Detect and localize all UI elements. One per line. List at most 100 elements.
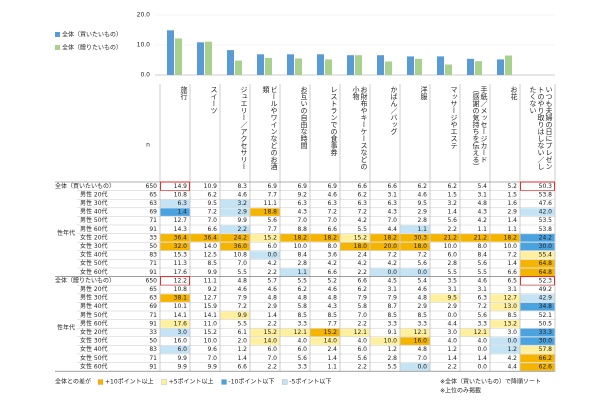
legend-swatch xyxy=(221,379,227,385)
row-label: 女性 30代 xyxy=(80,337,108,345)
cell-value: 5.5 xyxy=(387,363,397,370)
cell-highlight xyxy=(160,345,190,354)
cell-value: 4.6 xyxy=(417,286,427,293)
legend-swatch xyxy=(161,379,167,385)
cell-value: 10.8 xyxy=(174,286,188,293)
cell-value: 1.1 xyxy=(327,363,337,370)
bar xyxy=(257,54,264,75)
bar xyxy=(325,59,332,75)
cell-value: 3.0 xyxy=(447,329,457,336)
row-n: 65 xyxy=(149,286,157,293)
cell-value: 5.5 xyxy=(357,226,367,233)
cell-value: 4.8 xyxy=(477,200,487,207)
cell-value: 20.0 xyxy=(384,243,398,250)
cell-value: 66.2 xyxy=(539,355,553,362)
cell-value: 5.6 xyxy=(477,312,487,319)
cell-value: 1.2 xyxy=(447,346,457,353)
cell-value: 6.6 xyxy=(507,269,517,276)
cell-value: 9.5 xyxy=(447,295,457,302)
cell-value: 52.1 xyxy=(539,312,553,319)
section-label: 全体（買いたいもの） xyxy=(55,182,115,190)
cell-value: 5.5 xyxy=(237,320,247,327)
cell-value: 6.3 xyxy=(327,200,337,207)
cell-highlight xyxy=(220,311,250,320)
cell-highlight xyxy=(400,363,430,371)
row-label: 女性 60代 xyxy=(80,362,108,370)
row-n: 91 xyxy=(149,320,157,327)
cell-value: 53.8 xyxy=(539,226,553,233)
cell-highlight xyxy=(490,302,520,311)
cell-value: 30.0 xyxy=(539,243,553,250)
cell-highlight xyxy=(490,294,520,302)
cell-value: 6.0 xyxy=(177,346,187,353)
bar xyxy=(437,56,444,75)
cell-value: 0.0 xyxy=(477,346,487,353)
cell-value: 6.1 xyxy=(237,329,247,336)
cell-value: 10.8 xyxy=(174,191,188,198)
cell-value: 11.3 xyxy=(174,260,188,267)
cell-highlight xyxy=(250,251,280,259)
column-header: お花 xyxy=(510,86,518,100)
cell-value: 2.8 xyxy=(387,355,397,362)
column-header: お財布やキーケースなどの小物 xyxy=(352,86,368,170)
cell-value: 1.4 xyxy=(477,355,487,362)
cell-value: 2.2 xyxy=(267,269,277,276)
cell-highlight xyxy=(430,294,460,302)
cell-value: 1.5 xyxy=(507,191,517,198)
cell-highlight xyxy=(460,328,490,337)
cell-value: 2.9 xyxy=(417,209,427,216)
cell-value: 4.0 xyxy=(357,338,367,345)
cell-highlight xyxy=(370,234,400,242)
cell-value: 18.0 xyxy=(354,243,368,250)
cell-value: 5.8 xyxy=(297,303,307,310)
cell-value: 8.4 xyxy=(297,252,307,259)
cell-value: 11.0 xyxy=(204,320,218,327)
cell-value: 7.2 xyxy=(327,209,337,216)
cell-value: 9.2 xyxy=(297,191,307,198)
cell-value: 64.8 xyxy=(539,269,553,276)
bar xyxy=(227,50,234,75)
cell-value: 4.0 xyxy=(477,338,487,345)
cell-highlight xyxy=(220,208,250,216)
cell-value: 5.6 xyxy=(297,355,307,362)
row-label: 男性 20代 xyxy=(80,285,108,293)
cell-highlight xyxy=(160,199,190,208)
legend-title: 全体との差が xyxy=(55,378,91,386)
cell-highlight xyxy=(160,208,190,216)
cell-value: 5.6 xyxy=(447,217,457,224)
cell-value: 5.2 xyxy=(327,277,337,284)
cell-value: 6.3 xyxy=(177,200,187,207)
cell-value: 14.1 xyxy=(174,312,188,319)
cell-highlight xyxy=(280,328,310,337)
cell-value: 4.2 xyxy=(477,217,487,224)
cell-value: 3.0 xyxy=(177,329,187,336)
cell-value: 7.0 xyxy=(387,217,397,224)
cell-value: 3.2 xyxy=(447,200,457,207)
legend-label: 全体（贈りたいもの） xyxy=(62,44,122,52)
cell-value: 12.2 xyxy=(174,277,188,284)
cell-value: 36.0 xyxy=(234,243,248,250)
cell-highlight xyxy=(520,208,555,216)
cell-highlight xyxy=(370,268,400,277)
cell-highlight xyxy=(520,354,555,363)
row-label: 男性 30代 xyxy=(80,294,108,302)
cell-value: 6.2 xyxy=(417,183,427,190)
cell-value: 0.0 xyxy=(417,363,427,370)
row-n: 650 xyxy=(146,183,158,190)
cell-value: 5.6 xyxy=(357,355,367,362)
row-label: 男性 40代 xyxy=(80,302,108,310)
cell-highlight xyxy=(250,208,280,216)
cell-value: 9.9 xyxy=(207,363,217,370)
cell-value: 4.3 xyxy=(327,303,337,310)
cell-value: 4.2 xyxy=(327,260,337,267)
cell-value: 4.6 xyxy=(327,286,337,293)
cell-value: 5.4 xyxy=(417,277,427,284)
cell-value: 4.8 xyxy=(417,295,427,302)
cell-value: 30.3 xyxy=(414,234,428,241)
cell-value: 3.6 xyxy=(327,252,337,259)
cell-highlight xyxy=(430,234,460,242)
cell-value: 3.3 xyxy=(417,320,427,327)
row-n: 65 xyxy=(149,191,157,198)
section-label: 全体（贈りたいもの） xyxy=(55,276,115,284)
cell-value: 2.2 xyxy=(237,226,247,233)
